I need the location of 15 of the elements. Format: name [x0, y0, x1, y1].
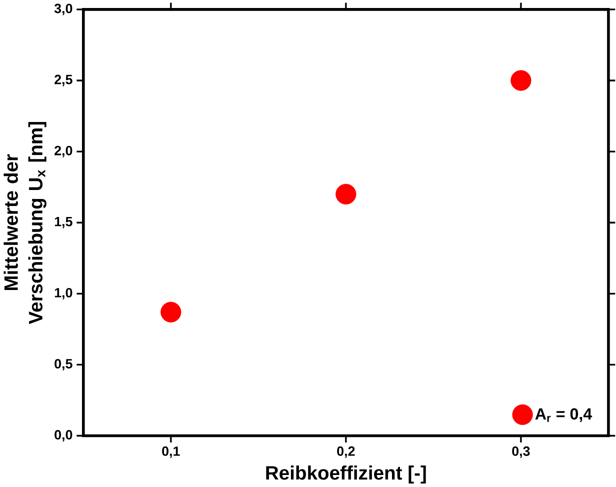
x-tick-label: 0,3	[512, 446, 530, 458]
y-tick-label: 2,5	[54, 74, 72, 86]
x-tick-label: 0,2	[337, 446, 355, 458]
y-tick-label: 0,5	[54, 358, 72, 370]
point	[510, 70, 532, 91]
legend-label: A$_{r}$ = 0,4	[535, 408, 592, 422]
y-tick-label: 1,0	[54, 288, 72, 300]
x-axis-title: Reibkoeffizient [-]	[266, 465, 426, 484]
point	[160, 302, 182, 322]
y-tick-label: 1,5	[54, 216, 72, 228]
point	[336, 184, 356, 204]
y-tick-label: 2,0	[54, 146, 72, 158]
x-tick-label: 0,1	[162, 446, 180, 458]
y-tick-label: 3,0	[54, 4, 72, 16]
y-tick-label: 0,0	[54, 430, 72, 442]
